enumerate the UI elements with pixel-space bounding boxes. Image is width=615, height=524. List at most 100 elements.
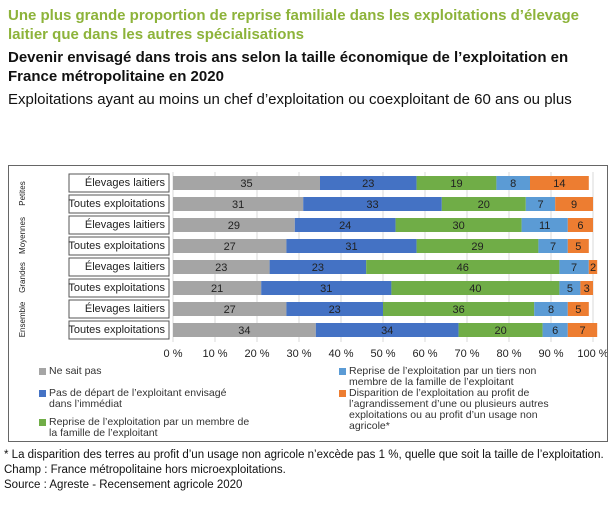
legend-item: Reprise de l’exploitation par un membre …	[39, 416, 259, 439]
bar-segment	[286, 239, 417, 253]
bar-segment	[496, 176, 530, 190]
legend-swatch	[39, 368, 46, 375]
legend-label: Reprise de l’exploitation par un membre …	[49, 416, 250, 439]
data-label: 7	[571, 262, 577, 274]
data-label: 9	[571, 199, 577, 211]
x-tick-label: 90 %	[538, 348, 563, 360]
bar-segment	[286, 302, 383, 316]
data-label: 30	[452, 220, 464, 232]
bar-segment	[521, 218, 568, 232]
data-label: 31	[232, 199, 244, 211]
data-label: 34	[381, 325, 393, 337]
data-label: 6	[577, 220, 583, 232]
category-frame	[68, 173, 170, 193]
chart-title: Une plus grande proportion de reprise fa…	[8, 7, 579, 43]
bar-segment	[559, 281, 581, 295]
x-tick-label: 20 %	[244, 348, 269, 360]
bar-segment	[559, 260, 589, 274]
x-tick-label: 80 %	[496, 348, 521, 360]
bar-segment	[395, 218, 522, 232]
notes: * La disparition des terres au profit d’…	[4, 448, 612, 493]
bar-segment	[538, 239, 568, 253]
data-label: 40	[469, 283, 481, 295]
legend-label: Ne sait pas	[49, 365, 102, 377]
y-tick-label: Élevages laitiers	[85, 302, 166, 315]
y-tick-label: Toutes exploitations	[68, 198, 165, 210]
bar-segment	[303, 197, 442, 211]
bar-segment	[534, 302, 568, 316]
note: Source : Agreste - Recensement agricole …	[4, 479, 243, 491]
bar-segment	[567, 218, 593, 232]
bar-segment	[580, 281, 593, 295]
data-label: 31	[320, 283, 332, 295]
chart: 0 % 10 % 20 % 30 % 40 % 50 % 60 % 70 % 80 % 90 % 1…	[18, 172, 609, 360]
legend-item: Ne sait pas	[39, 365, 189, 377]
data-label: 5	[567, 283, 573, 295]
data-label: 27	[224, 241, 236, 253]
y-tick-label: Élevages laitiers	[85, 260, 166, 273]
data-label: 33	[366, 199, 378, 211]
data-label: 2	[590, 262, 596, 274]
bar-segment	[173, 281, 262, 295]
group-label: Petites	[18, 181, 27, 205]
bar-segment	[416, 176, 497, 190]
data-label: 36	[452, 304, 464, 316]
category-frame	[68, 236, 170, 256]
bar-segment	[542, 323, 568, 337]
group-label: Ensemble	[18, 301, 27, 337]
data-label: 31	[345, 241, 357, 253]
bar-segment	[416, 239, 539, 253]
subtitle: Exploitations ayant au moins un chef d’e…	[8, 91, 572, 108]
bar-segment	[315, 323, 459, 337]
y-tick-label: Toutes exploitations	[68, 240, 165, 252]
bar-segment	[173, 260, 270, 274]
bar-segment	[530, 176, 589, 190]
bar-segment	[173, 239, 287, 253]
data-label: 14	[553, 178, 565, 190]
x-tick-label: 100 %	[577, 348, 607, 360]
data-label: 6	[552, 325, 558, 337]
data-label: 20	[478, 199, 490, 211]
bar-segment	[294, 218, 396, 232]
x-tick-label: 50 %	[370, 348, 395, 360]
legend-label: Disparition de l’exploitation au profit …	[349, 387, 549, 432]
bar-segment	[588, 260, 598, 274]
data-label: 29	[228, 220, 240, 232]
data-label: 21	[211, 283, 223, 295]
data-label: 7	[579, 325, 585, 337]
data-label: 23	[329, 304, 341, 316]
data-label: 20	[494, 325, 506, 337]
data-label: 46	[457, 262, 469, 274]
x-tick-label: 30 %	[286, 348, 311, 360]
data-label: 8	[548, 304, 554, 316]
bar-segment	[320, 176, 417, 190]
legend-item: Reprise de l’exploitation par un tiers n…	[339, 366, 559, 388]
data-label: 24	[339, 220, 351, 232]
data-label: 29	[471, 241, 483, 253]
y-tick-label: Toutes exploitations	[68, 324, 165, 336]
bar-segment	[567, 302, 589, 316]
data-label: 23	[215, 262, 227, 274]
bar-segment	[555, 197, 593, 211]
chart-box: 0 % 10 % 20 % 30 % 40 % 50 % 60 % 70 % 80 % 90 % 1…	[8, 165, 609, 442]
note: Champ : France métropolitaine hors micro…	[4, 464, 286, 476]
data-label: 5	[575, 304, 581, 316]
legend-swatch	[39, 390, 46, 397]
legend-item: Pas de départ de l’exploitant envisagé d…	[39, 388, 229, 410]
y-tick-label: Élevages laitiers	[85, 176, 166, 189]
legend-swatch	[339, 368, 346, 375]
bar-segment	[269, 260, 367, 274]
bar-segment	[366, 260, 560, 274]
x-tick-label: 60 %	[412, 348, 437, 360]
data-label: 23	[312, 262, 324, 274]
category-frame	[68, 257, 170, 277]
data-label: 3	[584, 283, 590, 295]
category-frame	[68, 320, 170, 340]
bar-segment	[261, 281, 392, 295]
bar-segment	[525, 197, 556, 211]
data-label: 11	[539, 220, 550, 232]
data-label: 5	[575, 241, 581, 253]
data-label: 34	[238, 325, 250, 337]
category-frame	[68, 215, 170, 235]
